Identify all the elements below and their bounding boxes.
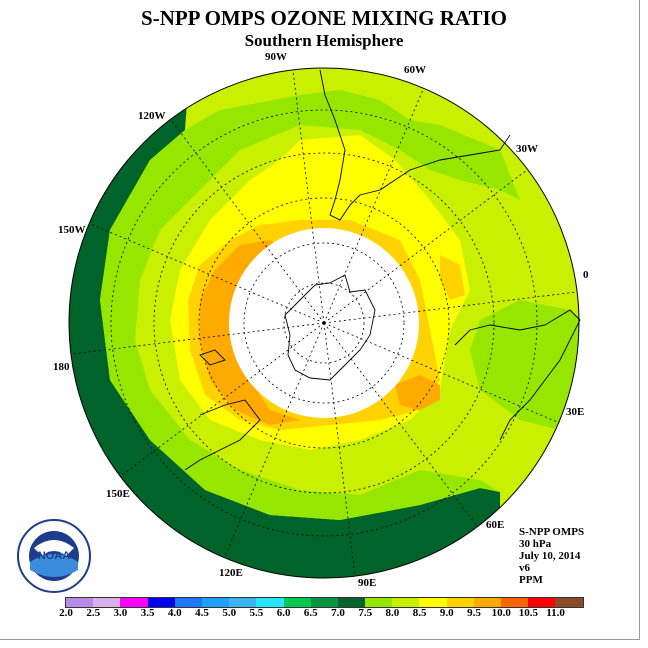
colorbar-cell [392, 598, 420, 607]
colorbar-tick-label: 9.5 [467, 607, 481, 619]
colorbar-cell [93, 598, 121, 607]
colorbar-cell [365, 598, 393, 607]
colorbar-tick-label: 7.5 [358, 607, 373, 619]
colorbar-cell [555, 598, 583, 607]
lon-label-60e: 60E [486, 519, 504, 531]
colorbar-cell [310, 598, 338, 607]
lon-label-150e: 150E [106, 488, 130, 500]
lon-label-60w: 60W [404, 64, 426, 76]
colorbar-tick-label: 9.0 [439, 607, 454, 619]
colorbar-tick-label: 4.5 [195, 607, 209, 619]
lon-label-0: 0 [583, 269, 589, 281]
colorbar-cell [174, 598, 202, 607]
colorbar-cell [501, 598, 529, 607]
colorbar-tick-label: 2.5 [86, 607, 101, 619]
lon-label-180: 180 [53, 361, 70, 373]
colorbar-cell [66, 598, 94, 607]
longitude-label-group: 90W 60W 30W 0 30E 60E 90E 120E 150E 180 … [53, 51, 589, 589]
colorbar-cell [283, 598, 311, 607]
colorbar-cell [446, 598, 474, 607]
new-zealand-coast [199, 349, 226, 366]
south-america-coast [319, 69, 511, 221]
lon-label-90w: 90W [265, 51, 287, 63]
colorbar-tick-label: 6.0 [276, 607, 291, 619]
lon-label-30e: 30E [566, 406, 584, 418]
colorbar-tick-label: 10.0 [491, 607, 511, 619]
lon-label-30w: 30W [516, 143, 538, 155]
colorbar-cell [120, 598, 148, 607]
colorbar-cell [528, 598, 556, 607]
band-9-9.5-east [395, 375, 440, 410]
lon-label-120e: 120E [219, 567, 243, 579]
map-title: S-NPP OMPS OZONE MIXING RATIO [141, 6, 507, 30]
colorbar-tick-label: 5.0 [222, 607, 237, 619]
colorbar-tick-label: 5.5 [249, 607, 264, 619]
info-date: July 10, 2014 [519, 550, 581, 562]
colorbar-tick-label: 2.0 [59, 607, 73, 619]
colorbar-cell [337, 598, 366, 607]
band-9-9.5-north [440, 255, 465, 300]
colorbar-tick-label: 6.5 [303, 607, 318, 619]
colorbar-cell [201, 598, 230, 607]
colorbar-tick-label: 11.0 [546, 607, 565, 619]
colorbar-cell [229, 598, 257, 607]
lon-label-120w: 120W [138, 110, 166, 122]
colorbar [65, 597, 584, 608]
colorbar-tick-label: 3.0 [113, 607, 128, 619]
africa-coast [454, 309, 581, 441]
colorbar-tick-label: 8.0 [385, 607, 400, 619]
colorbar-tick-label: 3.5 [140, 607, 155, 619]
figure-frame [0, 0, 640, 640]
coastlines [184, 69, 581, 471]
noaa-logo: NOAA [17, 519, 91, 593]
colorbar-tick-label: 10.5 [518, 607, 539, 619]
info-level: 30 hPa [519, 538, 552, 550]
colorbar-cell [419, 598, 447, 607]
map-subtitle: Southern Hemisphere [244, 31, 404, 50]
lon-label-150w: 150W [58, 224, 86, 236]
colorbar-tick-label: 7.0 [331, 607, 345, 619]
noaa-logo-text: NOAA [38, 550, 70, 562]
latitude-circles [110, 109, 538, 537]
band-7-7.5-east [470, 300, 579, 440]
colorbar-tick-label: 8.5 [412, 607, 427, 619]
colorbar-cell [256, 598, 284, 607]
info-product: S-NPP OMPS [519, 526, 585, 538]
info-units: PPM [519, 574, 543, 586]
colorbar-cell [473, 598, 501, 607]
colorbar-cell [147, 598, 175, 607]
australia-coast [184, 399, 261, 471]
info-version: v6 [519, 562, 530, 574]
lon-label-90e: 90E [358, 577, 376, 589]
antarctica-coast [284, 274, 376, 381]
colorbar-tick-label: 4.0 [167, 607, 182, 619]
